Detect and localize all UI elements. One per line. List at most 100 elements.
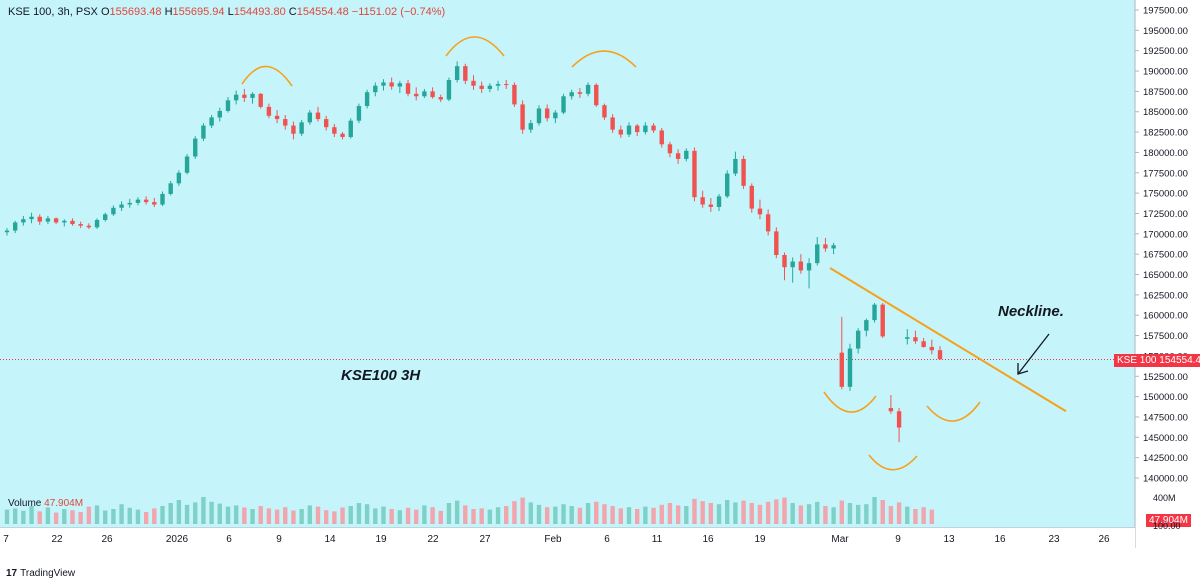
candle-body xyxy=(217,110,222,118)
volume-bar xyxy=(127,507,132,524)
volume-bar xyxy=(307,505,313,524)
candle-body xyxy=(495,84,501,86)
volume-bar xyxy=(905,506,910,524)
y-tick-label: 177500.00 xyxy=(1143,168,1188,179)
volume-bar xyxy=(610,506,615,524)
y-tick-label: 185000.00 xyxy=(1143,107,1188,118)
volume-bar xyxy=(659,504,664,524)
candle-body xyxy=(184,156,190,173)
candle-body xyxy=(544,108,550,119)
candle-body xyxy=(266,106,272,116)
tradingview-branding[interactable]: 17 TradingView xyxy=(6,568,75,579)
volume-bar xyxy=(414,509,419,524)
volume-bar xyxy=(847,503,853,524)
volume-bar xyxy=(152,508,157,524)
volume-bar xyxy=(78,512,83,524)
volume-bar xyxy=(430,507,435,524)
candle-body xyxy=(937,350,943,360)
candle-body xyxy=(855,330,861,349)
volume-bar xyxy=(544,507,550,524)
volume-bar xyxy=(160,506,165,524)
candle-body xyxy=(201,125,206,139)
volume-bar xyxy=(528,502,533,524)
volume-bar xyxy=(602,504,607,524)
candle-body xyxy=(4,230,10,233)
volume-bar xyxy=(323,510,329,524)
candle-body xyxy=(896,411,902,428)
candle-body xyxy=(86,225,92,228)
candle-body xyxy=(111,207,116,215)
tradingview-logo: 17 xyxy=(6,568,18,579)
candle-body xyxy=(438,97,443,100)
volume-bar xyxy=(373,508,378,524)
volume-bar xyxy=(143,512,149,524)
candle-body xyxy=(864,320,869,331)
candle-body xyxy=(798,261,804,271)
volume-bar xyxy=(103,510,108,524)
candle-body xyxy=(356,106,362,121)
volume-bar xyxy=(896,502,902,524)
volume-bar xyxy=(675,505,681,524)
volume-bar xyxy=(176,500,182,524)
high-value: 155695.94 xyxy=(172,6,225,18)
candle-body xyxy=(446,79,452,100)
candle-body xyxy=(70,220,75,225)
volume-bar xyxy=(233,505,239,524)
candle-body xyxy=(749,185,754,209)
candle-body xyxy=(716,196,722,207)
candle-body xyxy=(741,158,746,186)
candle-body xyxy=(667,144,673,154)
candle-body xyxy=(684,150,689,159)
right-shoulder-arc xyxy=(571,50,637,68)
candle-body xyxy=(12,222,18,231)
candle-body xyxy=(364,92,370,107)
volume-bar xyxy=(815,501,820,524)
volume-bar xyxy=(242,507,247,524)
candle-body xyxy=(905,337,910,339)
candle-body xyxy=(806,263,812,271)
candle-body xyxy=(602,105,607,118)
candle-body xyxy=(332,127,337,134)
volume-bar xyxy=(725,500,730,524)
inverse-left-shoulder-arc xyxy=(823,391,877,413)
candle-body xyxy=(103,214,108,220)
candle-body xyxy=(561,96,566,113)
volume-bar xyxy=(643,506,648,524)
price-axis-background xyxy=(1135,0,1200,548)
left-shoulder-arc xyxy=(241,65,293,87)
candle-body xyxy=(94,219,100,228)
candle-body xyxy=(815,244,820,264)
volume-bar xyxy=(479,508,484,524)
y-tick-label: 182500.00 xyxy=(1143,128,1188,139)
volume-bar xyxy=(209,501,214,524)
candle-body xyxy=(323,119,329,128)
volume-bar xyxy=(806,504,812,524)
volume-bar xyxy=(487,509,493,524)
volume-bar xyxy=(119,504,124,524)
volume-bar xyxy=(291,510,296,524)
volume-bar xyxy=(921,507,926,524)
candle-body xyxy=(135,199,141,203)
candle-body xyxy=(725,173,730,197)
x-tick-label: 19 xyxy=(375,534,387,545)
x-tick-label: 11 xyxy=(652,534,663,545)
candle-body xyxy=(45,218,51,222)
candle-body xyxy=(373,85,378,93)
volume-bar xyxy=(741,500,746,524)
volume-bar xyxy=(463,505,468,524)
chart-title-annotation: KSE100 3H xyxy=(341,367,421,384)
symbol-label[interactable]: KSE 100, 3h, PSX xyxy=(8,6,98,18)
volume-bar xyxy=(37,511,42,524)
candle-body xyxy=(53,218,59,223)
volume-bar xyxy=(340,507,345,524)
volume-label[interactable]: Volume xyxy=(8,498,42,509)
y-tick-label: 167500.00 xyxy=(1143,250,1188,261)
candle-body xyxy=(512,84,517,105)
y-tick-label: 147500.00 xyxy=(1143,412,1188,423)
y-tick-label: 172500.00 xyxy=(1143,209,1188,220)
volume-bar xyxy=(94,505,100,524)
candle-body xyxy=(119,204,124,208)
high-key: H xyxy=(164,6,173,18)
candle-body xyxy=(454,66,460,80)
